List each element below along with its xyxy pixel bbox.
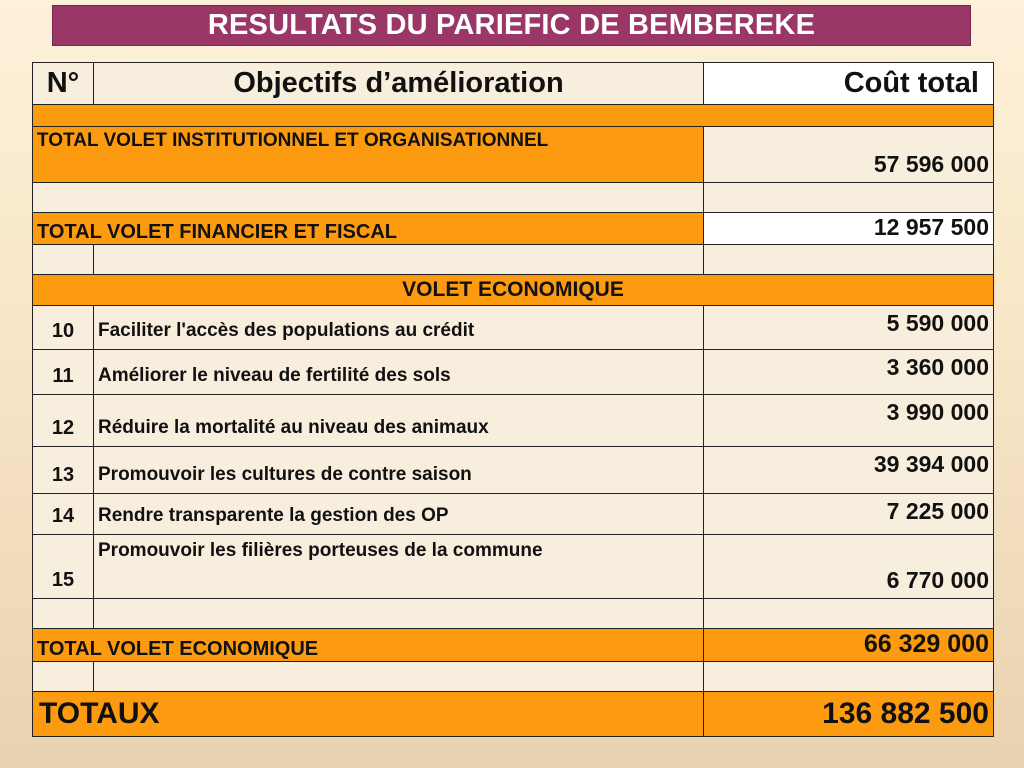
item-cost: 5 590 000 (703, 305, 994, 350)
empty-cell (32, 598, 94, 629)
results-table: N° Objectifs d’amélioration Coût total T… (32, 62, 994, 737)
header-row: N° Objectifs d’amélioration Coût total (32, 62, 994, 105)
total-economique-label: TOTAL VOLET ECONOMIQUE (32, 628, 704, 662)
empty-cell (703, 182, 994, 213)
total-economique-cost: 66 329 000 (703, 628, 994, 662)
table-row: 10 Faciliter l'accès des populations au … (32, 305, 994, 350)
empty-cell (93, 598, 704, 629)
empty-cell (32, 244, 94, 275)
total-financier-label: TOTAL VOLET FINANCIER ET FISCAL (32, 212, 704, 245)
item-num: 12 (32, 394, 94, 447)
total-financier-cost: 12 957 500 (703, 212, 994, 245)
empty-cell (32, 661, 94, 692)
table-row: 12 Réduire la mortalité au niveau des an… (32, 394, 994, 447)
table-row: 11 Améliorer le niveau de fertilité des … (32, 349, 994, 395)
title-banner: RESULTATS DU PARIEFIC DE BEMBEREKE (52, 5, 971, 46)
header-objective: Objectifs d’amélioration (93, 62, 704, 105)
spacer-row (32, 104, 994, 127)
empty-cell (703, 661, 994, 692)
empty-cell (32, 182, 704, 213)
total-institutionnel-row: TOTAL VOLET INSTITUTIONNEL ET ORGANISATI… (32, 126, 994, 183)
item-objective: Promouvoir les filières porteuses de la … (93, 534, 704, 599)
empty-row (32, 182, 994, 213)
total-financier-row: TOTAL VOLET FINANCIER ET FISCAL 12 957 5… (32, 212, 994, 245)
totaux-cost: 136 882 500 (703, 691, 994, 737)
header-cost: Coût total (703, 62, 994, 105)
header-num: N° (32, 62, 94, 105)
empty-cell (703, 598, 994, 629)
item-num: 14 (32, 493, 94, 535)
table-row: 15 Promouvoir les filières porteuses de … (32, 534, 994, 599)
totaux-label: TOTAUX (32, 691, 704, 737)
item-objective: Réduire la mortalité au niveau des anima… (93, 394, 704, 447)
item-num: 13 (32, 446, 94, 494)
item-num: 10 (32, 305, 94, 350)
item-objective: Améliorer le niveau de fertilité des sol… (93, 349, 704, 395)
empty-cell (703, 244, 994, 275)
table-row: 14 Rendre transparente la gestion des OP… (32, 493, 994, 535)
item-objective: Rendre transparente la gestion des OP (93, 493, 704, 535)
item-cost: 3 360 000 (703, 349, 994, 395)
total-institutionnel-cost: 57 596 000 (703, 126, 994, 183)
item-cost: 6 770 000 (703, 534, 994, 599)
page-title: RESULTATS DU PARIEFIC DE BEMBEREKE (207, 9, 816, 41)
empty-cell (93, 661, 704, 692)
item-objective: Promouvoir les cultures de contre saison (93, 446, 704, 494)
item-objective: Faciliter l'accès des populations au cré… (93, 305, 704, 350)
total-institutionnel-label: TOTAL VOLET INSTITUTIONNEL ET ORGANISATI… (32, 126, 704, 183)
item-num: 11 (32, 349, 94, 395)
empty-cell (93, 244, 704, 275)
item-cost: 7 225 000 (703, 493, 994, 535)
section-economique-title: VOLET ECONOMIQUE (32, 274, 994, 306)
spacer-cell (32, 104, 994, 127)
section-economique-row: VOLET ECONOMIQUE (32, 274, 994, 306)
table-row: 13 Promouvoir les cultures de contre sai… (32, 446, 994, 494)
item-cost: 3 990 000 (703, 394, 994, 447)
empty-row (32, 244, 994, 275)
empty-row (32, 661, 994, 692)
empty-row (32, 598, 994, 629)
item-num: 15 (32, 534, 94, 599)
item-cost: 39 394 000 (703, 446, 994, 494)
totaux-row: TOTAUX 136 882 500 (32, 691, 994, 737)
total-economique-row: TOTAL VOLET ECONOMIQUE 66 329 000 (32, 628, 994, 662)
